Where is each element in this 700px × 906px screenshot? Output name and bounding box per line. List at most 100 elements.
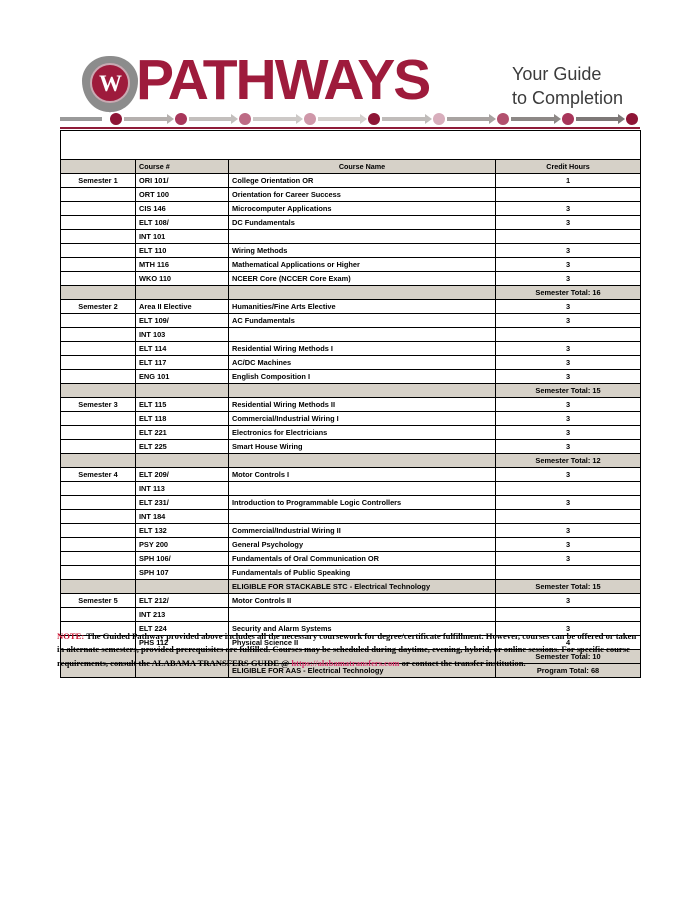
cell-course-name-12: Residential Wiring Methods I — [228, 341, 496, 356]
cell-credit-hours-22 — [494, 481, 642, 496]
column-header-credit-hours: Credit Hours — [494, 159, 642, 174]
cell-semester-16: Semester 3 — [60, 397, 136, 412]
cell-semester-0: Semester 1 — [60, 173, 136, 188]
table-row: INT 103 — [60, 327, 642, 342]
semester-total-row: Semester Total: 10 — [60, 649, 642, 664]
cell-course-name-5: Wiring Methods — [228, 243, 496, 258]
cell-course-number-12: ELT 114 — [135, 341, 229, 356]
cell-course-name-29: ELIGIBLE FOR STACKABLE STC - Electrical … — [228, 579, 496, 594]
progress-arrowhead-9 — [618, 114, 625, 124]
cell-course-name-21: Motor Controls I — [228, 467, 496, 482]
semester-total-row: Semester Total: 16 — [60, 285, 642, 300]
cell-course-name-7: NCEER Core (NCCER Core Exam) — [228, 271, 496, 286]
cell-course-number-3: ELT 108/ — [135, 215, 229, 230]
header-divider-rule — [60, 127, 640, 129]
progress-arrow-1 — [60, 117, 103, 121]
cell-course-number-28: SPH 107 — [135, 565, 229, 580]
cell-credit-hours-21: 3 — [494, 467, 642, 482]
progress-dot-7 — [497, 113, 510, 125]
cell-semester-32 — [60, 621, 136, 636]
cell-course-number-18: ELT 221 — [135, 425, 229, 440]
cell-course-number-23: ELT 231/ — [135, 495, 229, 510]
cell-semester-23 — [60, 495, 136, 510]
cell-course-name-34 — [228, 649, 496, 664]
pathway-table: ELECTRICAL TECHNOLOGY Associate of Appli… — [59, 130, 642, 678]
table-row: ORT 100 Orientation for Career Success — [60, 187, 642, 202]
cell-course-name-17: Commercial/Industrial Wiring I — [228, 411, 496, 426]
cell-semester-5 — [60, 243, 136, 258]
cell-semester-15 — [60, 383, 136, 398]
or-keyword: OR — [302, 176, 314, 185]
cell-course-name-11 — [228, 327, 496, 342]
cell-semester-8 — [60, 285, 136, 300]
cell-course-name-32: Security and Alarm Systems — [228, 621, 496, 636]
cell-course-name-15 — [228, 383, 496, 398]
alabama-transfers-link[interactable]: https://alabamatransfers.com — [291, 657, 400, 668]
logo-letter: W — [99, 70, 122, 96]
progress-arrow-strip — [60, 112, 640, 126]
wordmark-pathways: PATHWAYS — [136, 48, 431, 112]
cell-course-number-14: ENG 101 — [135, 369, 229, 384]
cell-course-number-21: ELT 209/ — [135, 467, 229, 482]
program-banner-row: ELECTRICAL TECHNOLOGY Associate of Appli… — [59, 130, 642, 160]
table-row: PSY 200 General Psychology 3 — [60, 537, 642, 552]
progress-arrow-8 — [511, 117, 554, 121]
cell-course-name-6: Mathematical Applications or Higher — [228, 257, 496, 272]
tagline-line-2: to Completion — [512, 88, 624, 109]
progress-arrowhead-6 — [424, 114, 432, 124]
cell-course-name-28: Fundamentals of Public Speaking — [228, 565, 496, 580]
progress-arrowhead-3 — [231, 114, 239, 124]
cell-course-number-35 — [135, 663, 229, 678]
cell-credit-hours-0: 1 — [494, 173, 642, 188]
cell-course-name-30: Motor Controls II — [228, 593, 496, 608]
footer-note: NOTE: The Guided Pathway provided above … — [57, 630, 645, 670]
cell-course-name-25: Commercial/Industrial Wiring II — [228, 523, 496, 538]
cell-course-name-10: AC Fundamentals — [228, 313, 496, 328]
column-header-course-name: Course Name — [228, 159, 496, 174]
cell-credit-hours-6: 3 — [494, 257, 642, 272]
table-row: ELT 224 Security and Alarm Systems 3 — [60, 621, 642, 636]
pathway-sheet: ELECTRICAL TECHNOLOGY Associate of Appli… — [59, 130, 642, 678]
program-subtitle: Associate of Applied Science Degree — [266, 147, 435, 158]
cell-course-number-24: INT 184 — [135, 509, 229, 524]
cell-credit-hours-17: 3 — [494, 411, 642, 426]
pathways-logo: W — [82, 56, 144, 118]
cell-course-name-26: General Psychology — [228, 537, 496, 552]
cell-credit-hours-18: 3 — [494, 425, 642, 440]
cell-course-number-2: CIS 146 — [135, 201, 229, 216]
semester-total-row: Semester Total: 15 — [60, 383, 642, 398]
cell-semester-24 — [60, 509, 136, 524]
cell-credit-hours-14: 3 — [494, 369, 642, 384]
cell-semester-17 — [60, 411, 136, 426]
table-row: PHS 112 Physical Science II 4 — [60, 635, 642, 650]
cell-credit-hours-16: 3 — [494, 397, 642, 412]
cell-credit-hours-2: 3 — [494, 201, 642, 216]
cell-course-name-9: Humanities/Fine Arts Elective — [228, 299, 496, 314]
table-row: ELT 231/Introduction to Programmable Log… — [60, 495, 642, 510]
cell-semester-7 — [60, 271, 136, 286]
cell-credit-hours-19: 3 — [494, 439, 642, 454]
cell-credit-hours-26: 3 — [494, 537, 642, 552]
cell-credit-hours-27: 3 — [494, 551, 642, 566]
page-header: W PATHWAYS Your Guide to Completion — [0, 0, 700, 129]
cell-course-name-18: Electronics for Electricians — [228, 425, 496, 440]
cell-course-number-30: ELT 212/ — [135, 593, 229, 608]
cell-course-number-33: PHS 112 — [135, 635, 229, 650]
cell-course-number-15 — [135, 383, 229, 398]
cell-credit-hours-33: 4 — [494, 635, 642, 650]
semester-total-row: ELIGIBLE FOR STACKABLE STC - Electrical … — [60, 579, 642, 594]
table-row: ELT 225 Smart House Wiring 3 — [60, 439, 642, 454]
cell-course-number-19: ELT 225 — [135, 439, 229, 454]
progress-dot-6 — [432, 113, 445, 125]
cell-course-number-31: INT 213 — [135, 607, 229, 622]
cell-course-number-16: ELT 115 — [135, 397, 229, 412]
cell-course-name-8 — [228, 285, 496, 300]
table-row: Semester 2 Area II Elective Humanities/Fin… — [60, 299, 642, 314]
cell-semester-26 — [60, 537, 136, 552]
cell-semester-14 — [60, 369, 136, 384]
cell-semester-19 — [60, 439, 136, 454]
cell-credit-hours-28 — [494, 565, 642, 580]
table-row: ELT 132 Commercial/Industrial Wiring II 3 — [60, 523, 642, 538]
cell-credit-hours-30: 3 — [494, 593, 642, 608]
